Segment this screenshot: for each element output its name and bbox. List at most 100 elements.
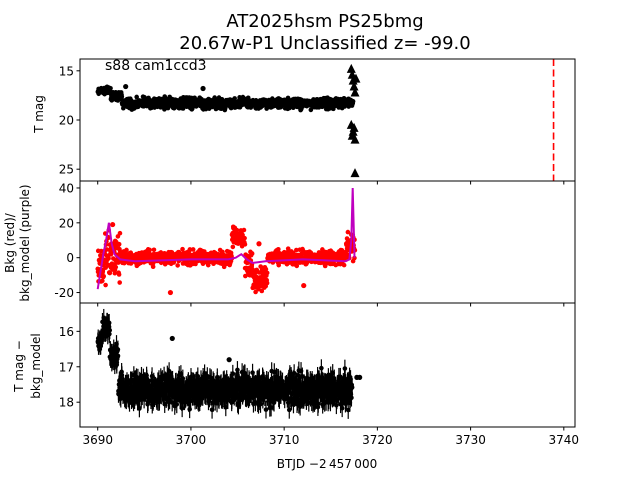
- data-point: [235, 367, 240, 373]
- plot-area: [95, 187, 358, 296]
- data-point: [357, 374, 363, 380]
- upper-limit-marker: [351, 73, 361, 83]
- upper-limit-marker: [349, 81, 359, 91]
- data-point: [319, 365, 324, 371]
- x-tick-label: 3730: [455, 433, 486, 447]
- panel-tmag: 15 20 25 s88 cam1ccd3 T mag: [32, 58, 576, 185]
- data-point: [291, 370, 297, 376]
- data-point: [151, 247, 157, 253]
- figure-title-line1: AT2025hsm PS25bmg: [226, 11, 423, 32]
- tmag-annotation: s88 cam1ccd3: [105, 58, 207, 74]
- y-tick-label: 17: [59, 360, 74, 374]
- x-tick-label: 3700: [176, 433, 207, 447]
- data-point: [345, 229, 351, 235]
- difference-marks: [95, 308, 363, 419]
- upper-limit-marker: [347, 130, 357, 140]
- data-point: [188, 398, 194, 404]
- y-tick-label: 20: [59, 114, 74, 128]
- plot-area: [95, 308, 363, 419]
- data-point: [256, 241, 262, 247]
- bkg-model-line: [96, 187, 356, 290]
- panel-background: -20 0 20 40 Bkg (red)/ bkg_model (purple): [3, 180, 576, 307]
- data-point: [253, 289, 258, 295]
- plot-area: [95, 59, 555, 181]
- data-point: [263, 266, 269, 272]
- data-point: [107, 327, 113, 333]
- x-axis-label: BTJD −2 457 000: [277, 457, 377, 471]
- data-point: [190, 247, 196, 252]
- data-point: [100, 278, 105, 284]
- difference-y-axis-label-line1: T mag −: [12, 340, 26, 393]
- figure-title-line2: 20.67w-P1 Unclassified z= -99.0: [179, 33, 470, 54]
- upper-limit-marker: [349, 122, 359, 132]
- data-point: [175, 263, 180, 268]
- data-point: [117, 280, 122, 285]
- data-point: [116, 241, 122, 247]
- background-marks: [95, 187, 358, 296]
- data-point: [234, 227, 240, 233]
- data-point: [167, 289, 174, 296]
- data-point: [264, 280, 270, 286]
- data-point: [115, 353, 121, 359]
- data-point: [226, 357, 232, 363]
- data-point: [104, 247, 109, 252]
- data-point: [174, 402, 180, 407]
- x-tick-label: 3720: [362, 433, 393, 447]
- data-point: [187, 247, 193, 252]
- y-tick-label: 20: [59, 216, 74, 230]
- y-tick-label: 16: [59, 325, 74, 339]
- upper-limit-marker: [350, 168, 360, 178]
- data-point: [294, 263, 300, 269]
- data-point: [349, 395, 354, 401]
- data-point: [342, 366, 348, 371]
- data-point: [150, 264, 156, 270]
- data-point: [341, 262, 347, 268]
- x-tick-label: 3710: [269, 433, 300, 447]
- data-point: [116, 272, 122, 277]
- difference-y-axis-label-line2: bkg_model: [29, 333, 43, 399]
- x-tick-label: 3690: [82, 433, 113, 447]
- data-point: [200, 85, 206, 92]
- data-point: [107, 270, 113, 276]
- data-point: [259, 288, 265, 294]
- data-point: [276, 262, 282, 268]
- data-point: [134, 94, 139, 100]
- data-point: [264, 270, 270, 276]
- y-tick-label: 0: [66, 251, 74, 265]
- data-point: [242, 242, 248, 247]
- data-point: [286, 407, 292, 413]
- data-point: [112, 270, 118, 276]
- difference-axes: 16 17 18 3690 3700 3710 3720 3730 3740: [59, 302, 580, 447]
- data-point: [108, 85, 113, 91]
- data-point: [285, 246, 291, 251]
- data-point: [110, 221, 116, 228]
- data-point: [276, 246, 281, 252]
- upper-limit-marker: [346, 63, 356, 73]
- data-point: [315, 401, 321, 407]
- data-point: [147, 247, 152, 253]
- data-point: [223, 405, 229, 410]
- data-point: [117, 230, 123, 236]
- tmag-y-axis-label: T mag: [32, 95, 46, 134]
- y-tick-label: -20: [54, 286, 74, 300]
- data-point: [169, 335, 175, 342]
- y-tick-label: 15: [59, 64, 74, 78]
- data-point: [339, 405, 345, 411]
- data-point: [308, 107, 314, 113]
- data-point: [119, 94, 125, 99]
- data-point: [243, 273, 248, 279]
- upper-limit-marker: [350, 87, 360, 97]
- data-point: [124, 247, 129, 253]
- background-y-axis-label-line2: bkg_model (purple): [18, 184, 32, 301]
- data-point: [103, 282, 108, 288]
- panel-difference: 16 17 18 3690 3700 3710 3720 3730 3740 T mag − b…: [12, 302, 580, 447]
- data-point: [301, 282, 307, 289]
- tmag-marks: [95, 59, 555, 181]
- data-point: [241, 227, 247, 233]
- data-point: [106, 256, 111, 261]
- x-tick-label: 3740: [549, 433, 580, 447]
- data-point: [322, 263, 328, 269]
- data-point: [230, 244, 236, 250]
- y-tick-label: 40: [59, 181, 74, 195]
